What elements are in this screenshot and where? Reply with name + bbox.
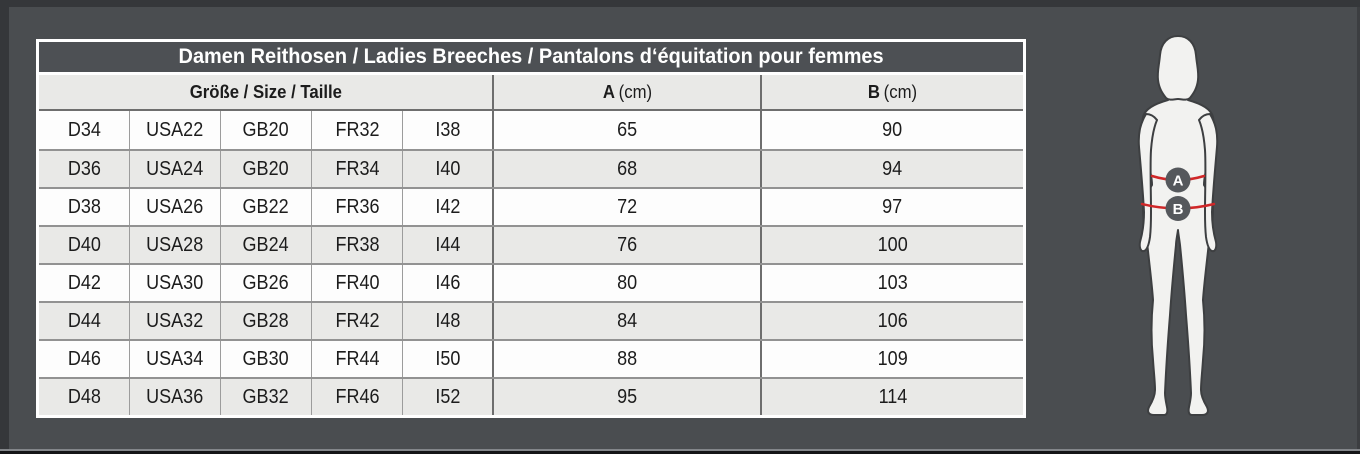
table-cell: 114 xyxy=(878,385,907,408)
header-a-cell: A (cm) xyxy=(494,75,762,109)
table-cell: USA34 xyxy=(130,341,221,377)
table-cell: 90 xyxy=(882,118,903,141)
table-cell: 65 xyxy=(494,111,762,149)
table-cell: 88 xyxy=(494,341,762,377)
table-cell: USA24 xyxy=(130,151,221,187)
table-cell: I38 xyxy=(403,111,494,149)
right-arm xyxy=(1198,113,1219,253)
table-row: D38 USA26 GB22 FR36 I42 72 97 xyxy=(39,187,1023,225)
marker-b-circle xyxy=(1165,196,1191,221)
table-cell: FR44 xyxy=(312,341,403,377)
table-cell: USA28 xyxy=(130,227,221,263)
marker-b-label: B xyxy=(1173,201,1184,218)
table-cell: 84 xyxy=(494,303,762,339)
table-cell: 103 xyxy=(877,271,908,294)
table-cell: GB22 xyxy=(221,189,312,225)
table-title: Damen Reithosen / Ladies Breeches / Pant… xyxy=(178,45,884,68)
table-cell: 76 xyxy=(494,227,762,263)
table-cell: I42 xyxy=(403,189,494,225)
table-cell: 106 xyxy=(877,309,908,332)
table-row: D48 USA36 GB32 FR46 I52 95 114 xyxy=(39,377,1023,415)
header-b-cell: B (cm) xyxy=(762,75,1023,109)
table-cell: D42 xyxy=(39,265,130,301)
table-cell: I48 xyxy=(403,303,494,339)
table-cell: FR38 xyxy=(312,227,403,263)
table-cell: I44 xyxy=(403,227,494,263)
table-cell: 97 xyxy=(882,195,903,218)
table-cell: USA26 xyxy=(130,189,221,225)
table-cell: GB30 xyxy=(221,341,312,377)
table-cell: GB28 xyxy=(221,303,312,339)
measurement-figure: A B xyxy=(1122,30,1238,422)
table-row: D44 USA32 GB28 FR42 I48 84 106 xyxy=(39,301,1023,339)
table-row: D34 USA22 GB20 FR32 I38 65 90 xyxy=(39,111,1023,149)
table-cell: D46 xyxy=(39,341,130,377)
table-cell: 95 xyxy=(494,379,762,415)
table-cell: I40 xyxy=(403,151,494,187)
table-row: D42 USA30 GB26 FR40 I46 80 103 xyxy=(39,263,1023,301)
header-size-label: Größe / Size / Taille xyxy=(189,81,342,102)
table-cell: FR32 xyxy=(312,111,403,149)
header-b-label: B xyxy=(867,81,880,102)
marker-a-label: A xyxy=(1173,173,1184,190)
table-cell: I46 xyxy=(403,265,494,301)
table-cell: USA36 xyxy=(130,379,221,415)
table-cell: D36 xyxy=(39,151,130,187)
table-cell: FR46 xyxy=(312,379,403,415)
head-hair xyxy=(1156,35,1200,101)
table-cell: USA32 xyxy=(130,303,221,339)
table-cell: 94 xyxy=(882,157,903,180)
table-cell: FR42 xyxy=(312,303,403,339)
table-cell: 68 xyxy=(494,151,762,187)
table-cell: USA30 xyxy=(130,265,221,301)
table-header-row: Größe / Size / Taille A (cm) B (cm) xyxy=(39,75,1023,111)
header-a-unit: (cm) xyxy=(618,81,652,102)
size-chart-table: Damen Reithosen / Ladies Breeches / Pant… xyxy=(36,39,1026,418)
table-cell: 109 xyxy=(877,347,908,370)
table-cell: D40 xyxy=(39,227,130,263)
table-cell: GB20 xyxy=(221,111,312,149)
left-arm xyxy=(1137,113,1158,253)
table-cell: GB32 xyxy=(221,379,312,415)
table-row: D46 USA34 GB30 FR44 I50 88 109 xyxy=(39,339,1023,377)
table-cell: FR34 xyxy=(312,151,403,187)
table-cell: D38 xyxy=(39,189,130,225)
table-cell: FR36 xyxy=(312,189,403,225)
table-cell: GB26 xyxy=(221,265,312,301)
table-cell: D34 xyxy=(39,111,130,149)
table-cell: 100 xyxy=(877,233,908,256)
table-cell: GB24 xyxy=(221,227,312,263)
table-cell: FR40 xyxy=(312,265,403,301)
table-cell: 72 xyxy=(494,189,762,225)
table-cell: D44 xyxy=(39,303,130,339)
table-cell: D48 xyxy=(39,379,130,415)
table-cell: I50 xyxy=(403,341,494,377)
table-row: D36 USA24 GB20 FR34 I40 68 94 xyxy=(39,149,1023,187)
marker-a-circle xyxy=(1165,167,1191,193)
header-size-cell: Größe / Size / Taille xyxy=(39,75,494,109)
table-row: D40 USA28 GB24 FR38 I44 76 100 xyxy=(39,225,1023,263)
header-b-unit: (cm) xyxy=(883,81,918,102)
table-cell: I52 xyxy=(403,379,494,415)
table-cell: USA22 xyxy=(130,111,221,149)
table-cell: GB20 xyxy=(221,151,312,187)
header-a-label: A xyxy=(602,81,615,102)
table-cell: 80 xyxy=(494,265,762,301)
table-body: D34 USA22 GB20 FR32 I38 65 90 D36 USA24 GB20 FR34 I… xyxy=(39,111,1023,415)
table-title-bar: Damen Reithosen / Ladies Breeches / Pant… xyxy=(39,42,1023,75)
